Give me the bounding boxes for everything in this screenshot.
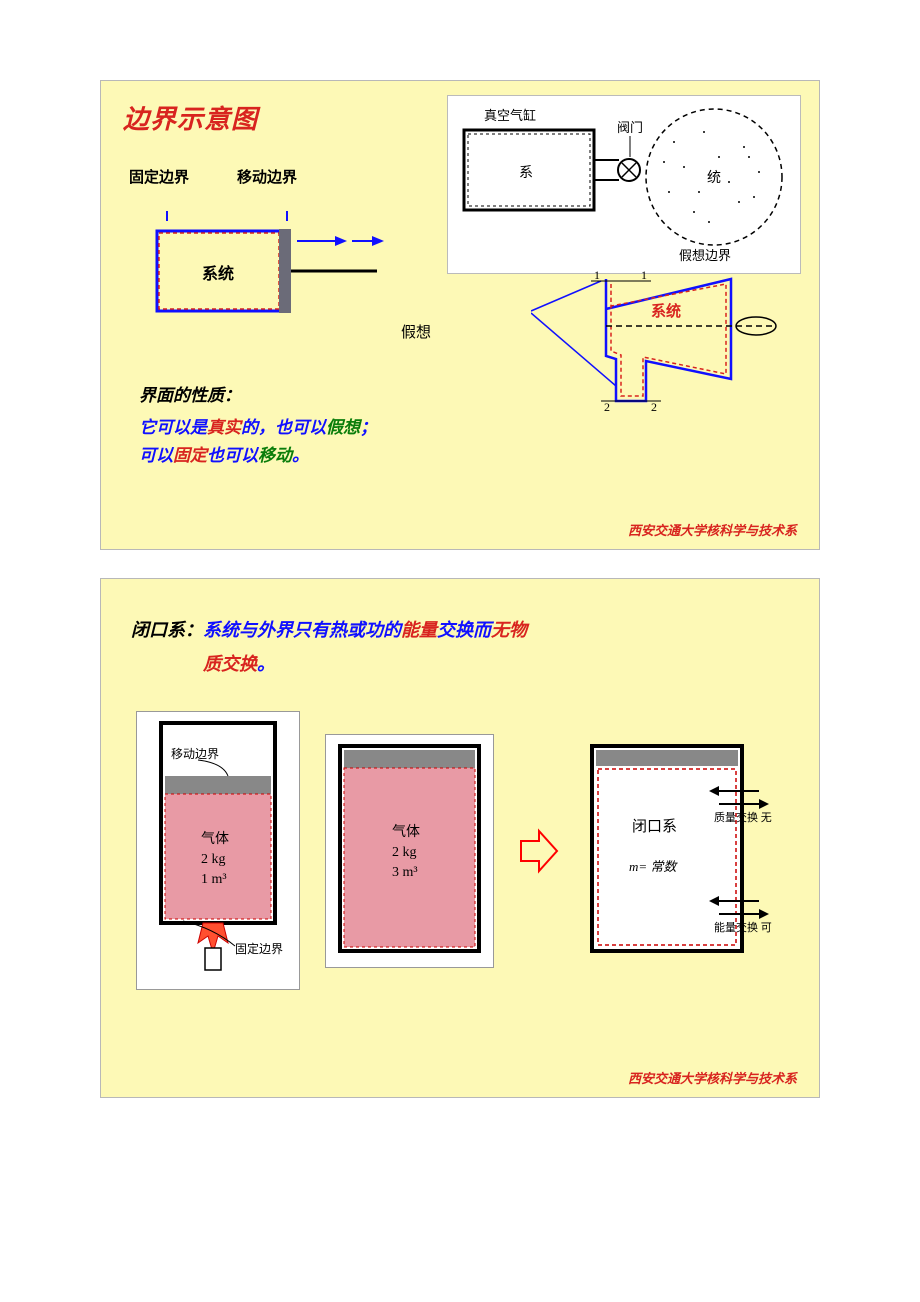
cyl2-vol: 3 m³ [392,865,418,880]
piston-diagram: 系统 [147,211,387,341]
property-line-1: 它可以是真实的，也可以假想； [139,413,377,438]
valve-label: 阀门 [617,120,643,135]
fixed-boundary-label: 固定边界 [235,941,283,956]
turbine-diagram: 系统 1 1 2 2 [531,271,791,421]
imagined-label: 假想 [401,321,431,342]
cyl2-gas: 气体 [392,824,420,840]
cylinder-diagrams-row: 移动边界 气体 2 kg 1 m³ 固定边界 气体 2 kg 3 m³ [123,711,797,990]
system-text: 系统 [202,264,234,283]
cyl1-gas: 气体 [201,831,229,847]
big-arrow-icon [519,826,559,876]
mass-exchange: 质量交换 无 [714,810,772,824]
slide-boundary-schematic: 边界示意图 固定边界 移动边界 系统 真空气缸 系 阀门 [100,80,820,550]
port2b: 2 [651,400,657,414]
tank-sys-left: 系 [519,165,533,181]
moving-boundary-label: 移动边界 [171,747,219,761]
imagined-boundary-label: 假想边界 [679,248,731,262]
closed-system-box: 闭口系 m= 常数 质量交换 无 能量交换 可 [584,741,784,961]
m-const: m= 常数 [629,859,678,874]
slide2-footer: 西安交通大学核科学与技术系 [628,1068,797,1087]
moving-boundary-label: 移动边界 [237,166,297,187]
interface-properties-heading: 界面的性质： [139,381,241,406]
slide1-footer: 西安交通大学核科学与技术系 [628,520,797,539]
cylinder-1: 移动边界 气体 2 kg 1 m³ 固定边界 [136,711,300,990]
cyl1-vol: 1 m³ [201,872,227,887]
slide-closed-system: 闭口系：系统与外界只有热或功的能量交换而无物 质交换。 移动边界 气体 2 kg… [100,578,820,1098]
turbine-system: 系统 [651,302,681,320]
vacuum-tank-diagram: 真空气缸 系 阀门 统 假想边界 [447,95,801,274]
property-line-2: 可以固定也可以移动。 [139,441,309,466]
closed-system-heading: 闭口系：系统与外界只有热或功的能量交换而无物 质交换。 [123,597,797,681]
cyl1-mass: 2 kg [201,852,226,867]
port2a: 2 [604,400,610,414]
cyl2-mass: 2 kg [392,845,417,860]
tank-sys-right: 统 [707,170,721,186]
vacuum-cyl-label: 真空气缸 [484,108,536,123]
fixed-boundary-label: 固定边界 [129,166,189,187]
cylinder-2: 气体 2 kg 3 m³ [325,734,494,968]
port1b: 1 [641,271,647,282]
closed-title: 闭口系 [632,818,677,835]
energy-exchange: 能量交换 可 [714,920,772,934]
port1a: 1 [594,271,600,282]
